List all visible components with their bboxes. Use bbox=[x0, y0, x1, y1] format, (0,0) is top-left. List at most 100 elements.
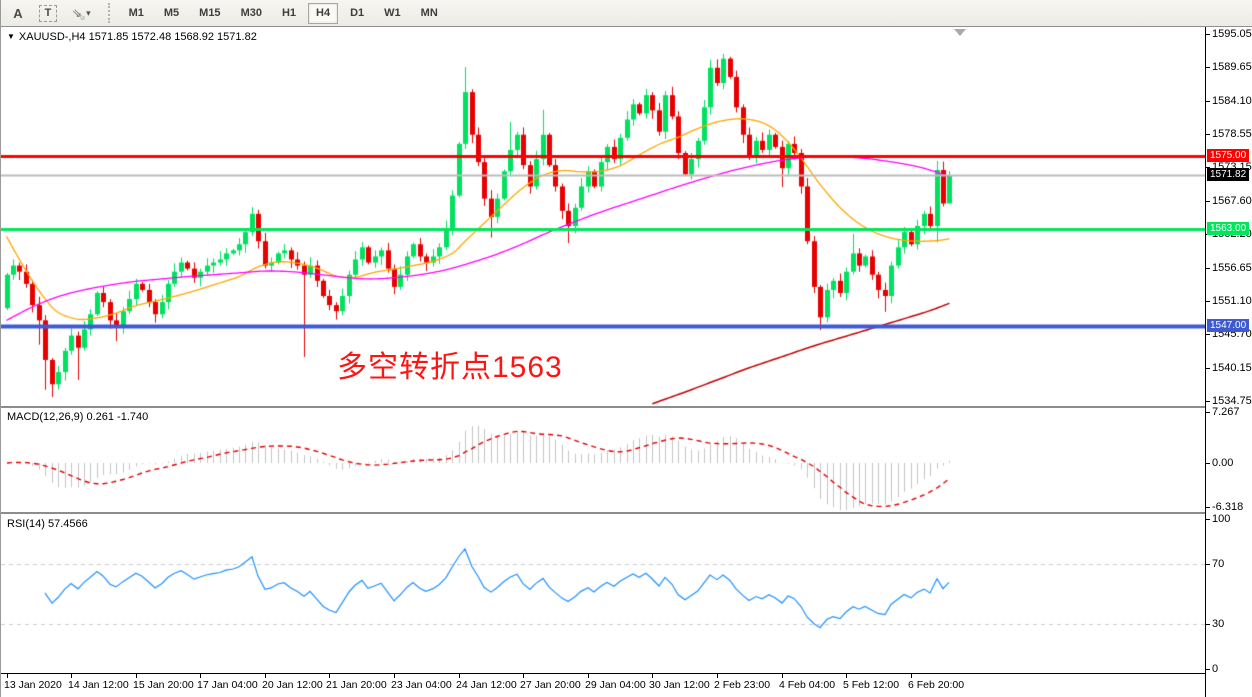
time-axis-label: 4 Feb 04:00 bbox=[779, 679, 836, 691]
time-axis-label: 15 Jan 20:00 bbox=[133, 679, 194, 691]
time-axis-label: 20 Jan 12:00 bbox=[262, 679, 323, 691]
price-axis-tick bbox=[1206, 201, 1210, 202]
price-level-badge: 1575.00 bbox=[1207, 149, 1250, 162]
time-axis-label: 17 Jan 04:00 bbox=[197, 679, 258, 691]
time-axis-label: 29 Jan 04:00 bbox=[585, 679, 646, 691]
macd-axis-label: 7.267 bbox=[1212, 406, 1240, 418]
price-axis[interactable]: 1595.05 1589.65 1584.10 1578.55 1573.15 1567.… bbox=[1205, 27, 1252, 697]
price-axis-tick bbox=[1206, 34, 1210, 35]
price-level-badge: 1571.82 bbox=[1207, 168, 1250, 181]
time-axis-tick bbox=[136, 674, 137, 678]
rsi-axis-label: 30 bbox=[1212, 618, 1225, 630]
arrows-tool-button[interactable]: ⇘ ⇘ ▾ bbox=[69, 3, 94, 24]
timeframe-button-d1[interactable]: D1 bbox=[342, 3, 372, 24]
macd-label: MACD(12,26,9) 0.261 -1.740 bbox=[7, 411, 149, 423]
annotation-text: 多空转折点1563 bbox=[337, 351, 563, 384]
price-tick-label: 1540.15 bbox=[1212, 362, 1252, 374]
macd-pane-canvas[interactable] bbox=[1, 410, 1205, 512]
timeframe-button-h4[interactable]: H4 bbox=[308, 2, 339, 24]
price-axis-tick bbox=[1206, 134, 1210, 135]
time-axis-tick bbox=[523, 674, 524, 678]
time-axis-label: 6 Feb 20:00 bbox=[908, 679, 965, 691]
pane-splitter[interactable] bbox=[1, 512, 1205, 514]
chart-symbol-title: ▼ XAUUSD-,H4 1571.85 1572.48 1568.92 1571… bbox=[7, 31, 257, 43]
time-axis-label: 14 Jan 12:00 bbox=[68, 679, 129, 691]
price-axis-tick bbox=[1206, 401, 1210, 402]
rsi-axis-label: 70 bbox=[1212, 558, 1225, 570]
price-axis-tick bbox=[1206, 368, 1210, 369]
time-axis-label: 5 Feb 12:00 bbox=[843, 679, 900, 691]
main-chart-canvas[interactable] bbox=[1, 27, 1205, 406]
chart-shift-marker-icon[interactable] bbox=[954, 29, 966, 36]
time-axis-tick bbox=[846, 674, 847, 678]
chart-ohlc-text: XAUUSD-,H4 1571.85 1572.48 1568.92 1571.… bbox=[18, 31, 257, 43]
price-axis-tick bbox=[1206, 519, 1210, 520]
price-tick-label: 1567.60 bbox=[1212, 195, 1252, 207]
toolbar: A T ⇘ ⇘ ▾ M1 M5 M15 M30 H1 H4 D1 W1 MN bbox=[1, 0, 1252, 27]
time-axis-tick bbox=[200, 674, 201, 678]
time-axis-tick bbox=[7, 674, 8, 678]
price-tick-label: 1534.75 bbox=[1212, 395, 1252, 407]
timeframe-button-m1[interactable]: M1 bbox=[121, 3, 152, 24]
price-tick-label: 1595.05 bbox=[1212, 28, 1252, 40]
time-axis-tick bbox=[329, 674, 330, 678]
price-axis-tick bbox=[1206, 101, 1210, 102]
price-tick-label: 1551.10 bbox=[1212, 295, 1252, 307]
timeframe-button-m15[interactable]: M15 bbox=[191, 3, 228, 24]
time-axis-label: 27 Jan 20:00 bbox=[520, 679, 581, 691]
price-axis-tick bbox=[1206, 412, 1210, 413]
price-axis-tick bbox=[1206, 301, 1210, 302]
macd-axis-label: 0.00 bbox=[1212, 457, 1234, 469]
price-tick-label: 1578.55 bbox=[1212, 128, 1252, 140]
price-axis-tick bbox=[1206, 669, 1210, 670]
time-axis-tick bbox=[911, 674, 912, 678]
time-axis-tick bbox=[459, 674, 460, 678]
pane-splitter[interactable] bbox=[1, 406, 1205, 408]
price-axis-tick bbox=[1206, 268, 1210, 269]
chevron-down-icon: ▾ bbox=[86, 7, 91, 18]
macd-axis-label: -6.318 bbox=[1212, 501, 1244, 513]
text-annotation-tool-button[interactable]: A bbox=[7, 3, 29, 24]
price-level-badge: 1563.00 bbox=[1207, 222, 1250, 235]
arrows-icon: ⇘ ⇘ bbox=[72, 6, 87, 23]
time-axis-tick bbox=[71, 674, 72, 678]
rsi-axis-label: 0 bbox=[1212, 663, 1219, 675]
timeframe-button-m30[interactable]: M30 bbox=[233, 3, 270, 24]
price-level-badge: 1547.00 bbox=[1207, 319, 1250, 332]
price-axis-tick bbox=[1206, 463, 1210, 464]
price-axis-tick bbox=[1206, 167, 1210, 168]
time-axis-tick bbox=[394, 674, 395, 678]
timeframe-button-w1[interactable]: W1 bbox=[376, 3, 409, 24]
timeframe-button-h1[interactable]: H1 bbox=[274, 3, 304, 24]
time-axis-label: 30 Jan 12:00 bbox=[649, 679, 710, 691]
time-axis-tick bbox=[588, 674, 589, 678]
timeframe-button-m5[interactable]: M5 bbox=[156, 3, 187, 24]
price-axis-tick bbox=[1206, 334, 1210, 335]
toolbar-grip[interactable] bbox=[107, 3, 111, 23]
rsi-axis-label: 100 bbox=[1212, 513, 1231, 525]
price-axis-tick bbox=[1206, 507, 1210, 508]
timeframe-toolbar: M1 M5 M15 M30 H1 H4 D1 W1 MN bbox=[121, 2, 446, 24]
time-axis-tick bbox=[782, 674, 783, 678]
time-axis-tick bbox=[717, 674, 718, 678]
rsi-label: RSI(14) 57.4566 bbox=[7, 518, 88, 530]
price-axis-tick bbox=[1206, 564, 1210, 565]
price-tick-label: 1556.65 bbox=[1212, 262, 1252, 274]
time-axis[interactable]: 13 Jan 2020 14 Jan 12:00 15 Jan 20:00 17 Ja… bbox=[1, 673, 1252, 697]
time-axis-label: 13 Jan 2020 bbox=[4, 679, 62, 691]
price-tick-label: 1584.10 bbox=[1212, 95, 1252, 107]
price-axis-tick bbox=[1206, 67, 1210, 68]
rsi-pane-canvas[interactable] bbox=[1, 516, 1205, 673]
price-tick-label: 1589.65 bbox=[1212, 61, 1252, 73]
price-axis-tick bbox=[1206, 624, 1210, 625]
time-axis-tick bbox=[652, 674, 653, 678]
time-axis-label: 2 Feb 23:00 bbox=[714, 679, 771, 691]
text-box-tool-button[interactable]: T bbox=[39, 4, 57, 22]
time-axis-label: 24 Jan 12:00 bbox=[456, 679, 517, 691]
time-axis-label: 21 Jan 20:00 bbox=[326, 679, 387, 691]
time-axis-label: 23 Jan 04:00 bbox=[391, 679, 452, 691]
time-axis-tick bbox=[265, 674, 266, 678]
timeframe-button-mn[interactable]: MN bbox=[413, 3, 446, 24]
dropdown-triangle-icon: ▼ bbox=[7, 32, 15, 41]
